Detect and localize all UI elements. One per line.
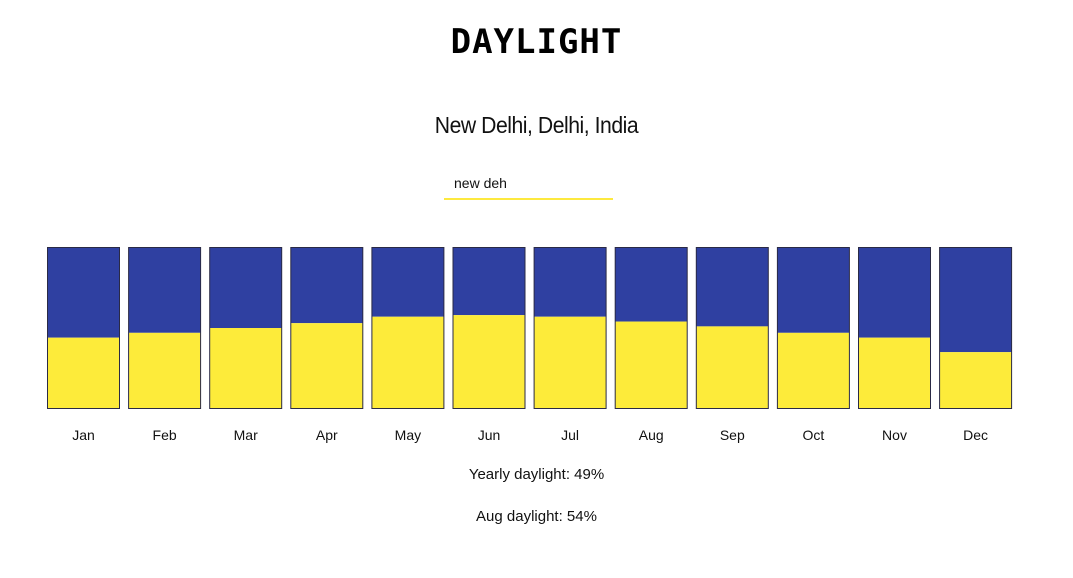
bar-outline-may [371, 247, 445, 409]
bar-outline-jul [533, 247, 607, 409]
month-bar-nov[interactable] [858, 247, 931, 409]
month-label-dec: Dec [963, 427, 988, 443]
day-segment-dec [939, 352, 1012, 409]
month-bar-feb[interactable] [128, 247, 202, 409]
day-segment-jan [47, 337, 120, 409]
bar-outline-aug [614, 247, 688, 409]
day-segment-jul [534, 316, 607, 409]
day-segment-apr [290, 323, 363, 409]
month-bar-jul[interactable] [533, 247, 607, 409]
month-label-jun: Jun [478, 427, 501, 443]
day-segment-may [371, 316, 444, 409]
bar-outline-jan [47, 247, 120, 409]
yearly-daylight-stat: Yearly daylight: 49% [468, 466, 605, 483]
app-logo: DAYLIGHT [450, 22, 623, 62]
bar-outline-feb [128, 247, 202, 409]
bar-outline-jun [452, 247, 526, 409]
month-label-nov: Nov [882, 427, 907, 443]
day-segment-oct [777, 332, 850, 409]
day-segment-jun [453, 315, 525, 409]
bar-outline-dec [939, 247, 1013, 409]
night-segment-sep [696, 247, 769, 327]
day-segment-mar [209, 328, 282, 409]
month-bar-jan[interactable] [47, 247, 120, 409]
month-label-mar: Mar [234, 427, 258, 443]
night-segment-jun [453, 247, 525, 316]
month-bar-aug[interactable] [614, 247, 688, 409]
bar-outline-nov [858, 247, 931, 409]
night-segment-jul [534, 247, 607, 317]
selected-month-daylight-stat: Aug daylight: 54% [476, 508, 597, 525]
month-bar-oct[interactable] [776, 247, 850, 409]
month-bar-sep[interactable] [695, 247, 769, 409]
bar-outline-mar [209, 247, 283, 409]
night-segment-aug [615, 247, 688, 322]
month-bar-dec[interactable] [939, 247, 1013, 409]
night-segment-dec [939, 247, 1012, 353]
night-segment-apr [290, 247, 363, 324]
month-label-may: May [395, 427, 421, 443]
month-label-feb: Feb [153, 427, 177, 443]
month-bar-apr[interactable] [290, 247, 364, 409]
month-label-jan: Jan [72, 427, 95, 443]
night-segment-jan [47, 247, 120, 338]
bar-outline-apr [290, 247, 364, 409]
night-segment-feb [128, 247, 201, 333]
day-segment-aug [615, 321, 688, 409]
month-label-oct: Oct [803, 427, 825, 443]
bar-outline-sep [695, 247, 769, 409]
night-segment-mar [209, 247, 282, 328]
location-title: New Delhi, Delhi, India [434, 112, 639, 138]
month-bar-may[interactable] [371, 247, 445, 409]
night-segment-nov [858, 247, 931, 338]
month-label-sep: Sep [720, 427, 745, 443]
night-segment-may [371, 247, 444, 317]
month-label-aug: Aug [639, 427, 664, 443]
bar-outline-oct [776, 247, 850, 409]
day-segment-nov [858, 337, 931, 409]
month-label-apr: Apr [316, 427, 338, 443]
location-search-input[interactable] [444, 168, 613, 200]
month-bar-mar[interactable] [209, 247, 283, 409]
month-label-jul: Jul [561, 427, 579, 443]
month-bar-jun[interactable] [452, 247, 526, 409]
day-segment-sep [696, 326, 769, 409]
night-segment-oct [777, 247, 850, 333]
day-segment-feb [128, 332, 201, 409]
